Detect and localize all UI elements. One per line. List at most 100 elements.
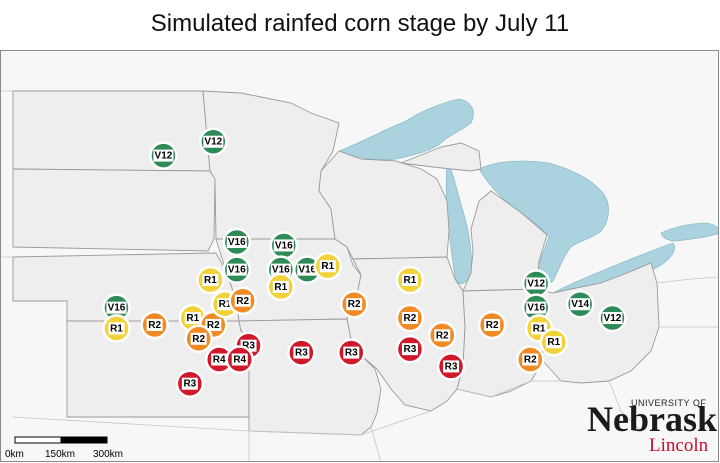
scale-label-0: 0km (5, 449, 24, 460)
site-marker-label-bg (106, 301, 127, 314)
site-marker-label: V16 (272, 265, 290, 276)
site-marker-r1: R1 (395, 265, 425, 295)
site-marker-v16: V16 (292, 255, 322, 284)
site-marker-r4: R4 (225, 345, 254, 374)
site-marker-label-bg (234, 294, 251, 307)
state-wisconsin (318, 150, 450, 260)
state-ohio (535, 262, 660, 384)
scale-bar: 0km 150km 300km (5, 436, 123, 460)
site-marker-label-bg (226, 235, 247, 248)
scale-bar-segment-1 (14, 436, 62, 444)
site-marker-label: R2 (148, 320, 161, 331)
site-marker-label: V16 (275, 240, 293, 251)
site-marker-label-bg (205, 318, 222, 331)
site-marker-label: R1 (110, 323, 123, 334)
site-marker-label-bg (401, 343, 418, 356)
site-marker-label: R2 (207, 320, 220, 331)
site-marker-r3: R3 (175, 369, 205, 398)
site-marker-label-bg (526, 301, 547, 314)
site-marker-label-bg (293, 346, 310, 359)
site-marker-r1: R1 (313, 251, 343, 281)
site-marker-r2: R2 (184, 324, 213, 354)
site-marker-label: R4 (213, 355, 226, 366)
site-marker-v12: V12 (149, 141, 178, 170)
site-marker-label: V16 (298, 265, 316, 276)
site-marker-label: R2 (236, 296, 249, 307)
site-marker-label-bg (443, 360, 460, 373)
site-marker-label-bg (202, 274, 219, 287)
lake-ontario (660, 222, 718, 242)
site-marker-label-bg (184, 312, 201, 325)
site-marker-label: R3 (242, 341, 255, 352)
outer-states (1, 90, 718, 461)
site-marker-label-bg (146, 318, 163, 331)
site-marker-v12: V12 (199, 127, 228, 156)
site-marker-label: R2 (486, 320, 499, 331)
state-north-dakota (12, 90, 211, 172)
site-marker-v12: V12 (521, 269, 551, 298)
logo-nebraska: Nebraska (587, 399, 719, 439)
site-marker-label-bg (570, 298, 591, 311)
site-marker-label-bg (545, 336, 562, 349)
site-marker-label-bg (401, 274, 418, 287)
site-marker-label-bg (526, 277, 547, 290)
site-marker-label-bg (226, 263, 247, 276)
site-marker-label-bg (273, 239, 294, 252)
site-marker-r2: R2 (477, 310, 507, 340)
site-marker-label: V16 (527, 303, 545, 314)
site-marker-label-bg (153, 149, 174, 162)
site-marker-label: R3 (445, 361, 458, 372)
site-marker-label: R1 (274, 282, 287, 293)
site-marker-label: R2 (404, 313, 417, 324)
site-marker-label: R1 (204, 275, 217, 286)
site-marker-label: V16 (228, 265, 246, 276)
site-marker-label-bg (531, 322, 548, 335)
scale-label-300: 300km (93, 449, 123, 460)
site-marker-label-bg (108, 322, 125, 335)
site-marker-label-bg (343, 346, 360, 359)
site-marker-label-bg (190, 332, 207, 345)
site-marker-label: V16 (228, 237, 246, 248)
site-marker-label: R4 (233, 355, 246, 366)
site-marker-label: V12 (527, 278, 545, 289)
site-marker-r3: R3 (436, 352, 466, 381)
site-marker-label: R1 (404, 275, 417, 286)
lake-superior (338, 98, 474, 161)
site-marker-label: R1 (321, 261, 334, 272)
state-south-dakota (12, 168, 216, 252)
site-marker-label-bg (319, 260, 336, 273)
unl-logo: UNIVERSITY OF Nebraska Lincoln (587, 398, 719, 456)
state-regions (12, 90, 660, 436)
site-marker-label-bg (272, 280, 289, 293)
scale-bar-segment-2 (60, 436, 108, 444)
site-marker-r3: R3 (395, 334, 425, 364)
site-marker-r2: R2 (395, 303, 425, 333)
site-marker-label: V14 (571, 299, 589, 310)
site-marker-label-bg (522, 353, 539, 366)
site-marker-r1: R1 (102, 314, 131, 343)
lake-huron (478, 160, 609, 285)
site-marker-label: R3 (295, 348, 308, 359)
site-marker-label-bg (401, 312, 418, 325)
site-marker-label-bg (231, 353, 248, 366)
logo-lincoln: Lincoln (649, 435, 709, 456)
site-marker-label: R1 (186, 313, 199, 324)
site-marker-label: V12 (155, 151, 173, 162)
site-marker-label-bg (181, 377, 198, 390)
logo-university-of: UNIVERSITY OF (631, 398, 706, 408)
site-marker-v16: V16 (269, 231, 299, 260)
site-marker-label: V12 (604, 313, 622, 324)
site-marker-label-bg (434, 329, 451, 342)
site-marker-label: R2 (436, 330, 449, 341)
site-marker-v16: V16 (222, 227, 252, 257)
site-marker-r2: R2 (140, 310, 169, 340)
site-marker-v12: V12 (598, 303, 627, 333)
site-marker-v16: V16 (102, 293, 131, 322)
site-marker-label: R1 (533, 323, 546, 334)
site-marker-label: R1 (547, 337, 560, 348)
site-marker-label: R3 (183, 379, 196, 390)
site-marker-label-bg (270, 263, 291, 276)
site-marker-r3: R3 (287, 338, 316, 367)
